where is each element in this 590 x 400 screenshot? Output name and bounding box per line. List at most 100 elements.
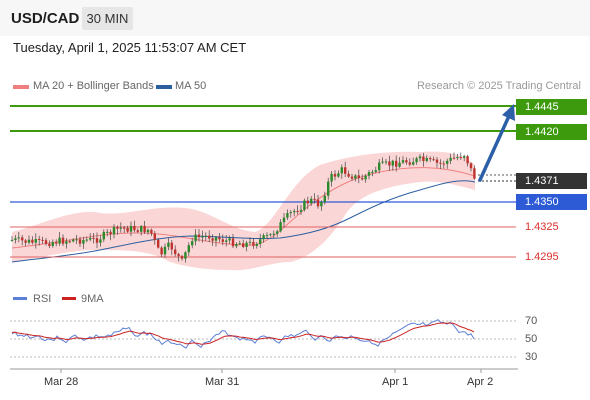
candle-body	[466, 156, 469, 164]
candle-body	[340, 167, 343, 174]
candle-body	[262, 235, 265, 240]
candle-body	[350, 176, 354, 179]
candle-body	[432, 159, 435, 161]
candle-body	[221, 239, 224, 242]
candle-body	[123, 227, 126, 229]
candle-body	[435, 159, 439, 163]
candle-body	[21, 237, 24, 241]
candle-body	[191, 241, 194, 246]
candle-body	[286, 213, 289, 218]
candle-body	[95, 238, 99, 243]
candle-body	[102, 231, 105, 240]
candle-body	[106, 231, 109, 233]
candle-body	[27, 239, 31, 243]
candle-body	[51, 242, 54, 246]
candle-body	[327, 181, 330, 196]
x-label-apr1: Apr 1	[382, 376, 409, 388]
candle-body	[269, 234, 272, 236]
candle-body	[197, 234, 201, 238]
candle-body	[384, 161, 388, 163]
rsi-ma-legend-swatch	[62, 297, 76, 300]
candle-body	[109, 231, 112, 235]
candle-body	[408, 162, 411, 165]
candle-body	[337, 173, 340, 177]
candle-body	[272, 233, 275, 235]
candle-body	[279, 222, 282, 232]
ma20-line	[11, 167, 476, 249]
candle-body	[412, 162, 415, 165]
candle-body	[231, 238, 235, 247]
candlestick-series	[10, 152, 476, 263]
rsi-legend-swatch	[13, 297, 27, 300]
rsi-tick-70: 70	[525, 315, 538, 327]
candle-body	[14, 238, 17, 240]
candle-body	[143, 226, 146, 233]
current-price-tag: 1.4371	[516, 173, 587, 189]
candle-body	[469, 163, 473, 169]
candle-body	[41, 239, 44, 241]
target1-tag: 1.4420	[516, 124, 587, 140]
candle-body	[459, 157, 462, 159]
candle-body	[214, 237, 218, 241]
candle-body	[361, 178, 364, 180]
candle-body	[225, 240, 228, 242]
candle-body	[306, 200, 309, 204]
symbol-title: USD/CAD	[11, 10, 80, 27]
rsi-line	[11, 319, 475, 349]
candle-body	[395, 160, 398, 167]
candle-body	[425, 158, 428, 161]
candle-body	[473, 168, 476, 179]
candle-body	[187, 245, 190, 253]
candle-body	[58, 237, 61, 244]
candle-body	[157, 239, 160, 248]
candle-body	[303, 200, 306, 210]
timeframe-button[interactable]: 30 MIN	[82, 7, 133, 30]
candle-body	[418, 156, 422, 159]
candle-body	[48, 243, 51, 246]
candle-body	[296, 210, 299, 212]
candle-body	[347, 173, 350, 177]
candle-body	[146, 229, 150, 233]
candle-body	[129, 225, 133, 232]
candle-body	[248, 241, 252, 243]
candle-body	[184, 252, 187, 259]
candle-body	[85, 239, 88, 241]
candle-body	[242, 243, 245, 247]
candle-body	[170, 242, 173, 250]
candle-body	[194, 234, 197, 242]
candle-body	[31, 239, 34, 243]
candle-body	[378, 162, 381, 171]
candle-body	[398, 162, 401, 167]
candle-body	[452, 157, 456, 159]
candle-body	[126, 228, 129, 232]
candle-body	[75, 239, 78, 241]
rsi-tick-30: 30	[525, 351, 538, 363]
candle-body	[116, 226, 119, 229]
candle-body	[364, 175, 367, 180]
pivot-tag: 1.4350	[516, 194, 587, 210]
ma50-legend-label: MA 50	[175, 80, 207, 92]
candle-body	[34, 238, 37, 243]
candle-body	[323, 195, 326, 202]
candle-body	[55, 242, 58, 244]
rsi-tick-50: 50	[525, 333, 538, 345]
candle-body	[136, 230, 139, 232]
candle-body	[89, 237, 92, 240]
candle-body	[344, 167, 347, 174]
candle-body	[354, 175, 357, 179]
bollinger-band	[12, 151, 475, 271]
candle-body	[174, 249, 177, 255]
candle-body	[140, 226, 143, 232]
candle-body	[208, 235, 211, 239]
candle-body	[238, 243, 241, 245]
x-label-apr2: Apr 2	[467, 376, 494, 388]
arrow-up-right-icon	[502, 104, 515, 121]
ma50-line	[11, 180, 476, 263]
candle-body	[463, 156, 466, 158]
candle-body	[153, 233, 156, 240]
candle-body	[180, 256, 184, 259]
candle-body	[276, 231, 279, 234]
candle-body	[17, 237, 20, 239]
candle-body	[10, 239, 14, 241]
